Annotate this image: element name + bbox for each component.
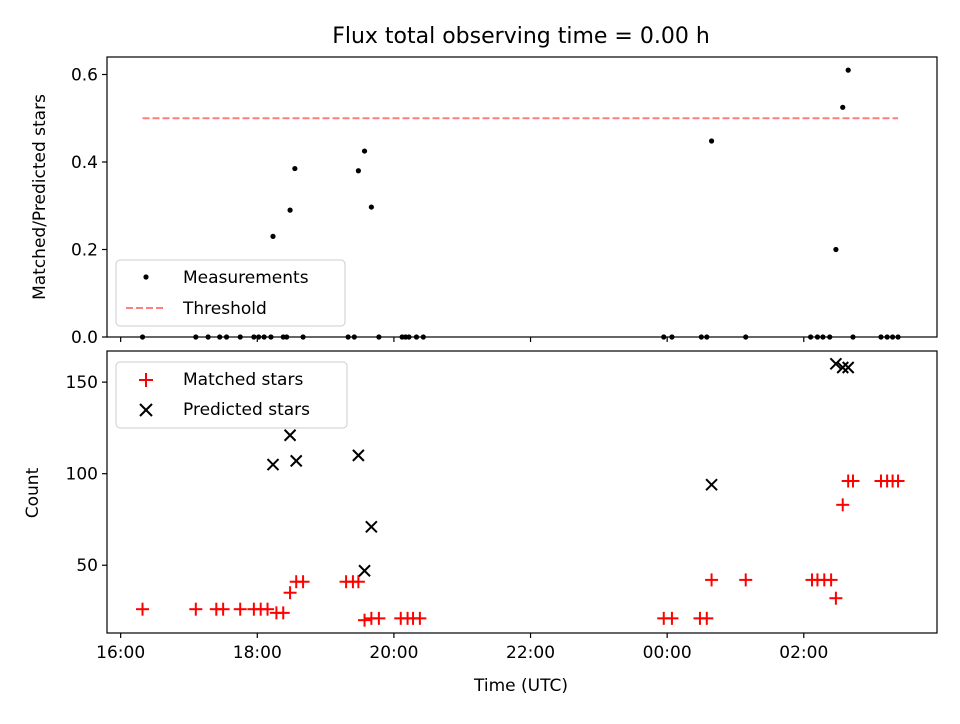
matched-star-point-18 [372, 611, 386, 625]
measurement-point-14 [292, 165, 298, 172]
matched-star-point-28 [739, 573, 753, 587]
bottom-panel: Count Time (UTC) 50 100 150 16:00 18:00 20:0… [23, 350, 938, 696]
matched-star-point-36 [846, 474, 860, 488]
legend-measurements-label: Measurements [183, 268, 309, 288]
predicted-star-point-6-b [705, 478, 718, 491]
y-tick-label: 150 [66, 373, 98, 393]
legend-threshold-label: Threshold [182, 299, 267, 319]
x-axis-label: Time (UTC) [473, 676, 568, 696]
predicted-star-point-7-b [829, 357, 843, 371]
matched-star-point-1 [189, 602, 203, 616]
y-axis-label-top: Matched/Predicted stars [30, 94, 50, 300]
measurement-point-13 [287, 207, 293, 213]
matched-star-point-27 [705, 573, 719, 587]
legend-matched-label: Matched stars [183, 370, 303, 390]
legend-top-box [115, 259, 346, 327]
matched-star-point-0 [136, 602, 150, 616]
x-tick-label: 18:00 [233, 643, 282, 663]
bottom-x-ticks: 16:00 18:00 20:00 22:00 00:00 02:00 [96, 633, 828, 663]
matched-star-point-40 [891, 474, 905, 488]
bottom-panel-marks [136, 357, 905, 627]
predicted-star-point-5 [365, 520, 378, 533]
matched-star-point-32 [824, 573, 838, 587]
top-x-ticks [120, 337, 805, 342]
predicted-star-point-4 [358, 564, 371, 577]
matched-star-point-4 [233, 602, 247, 616]
matched-star-point-24 [665, 611, 679, 625]
legend-bottom-box [115, 361, 348, 429]
predicted-star-point-5-b [365, 520, 378, 533]
measurement-point-31 [708, 138, 715, 144]
top-y-ticks: 0.0 0.2 0.4 0.6 [71, 66, 107, 348]
predicted-star-point-3-b [352, 449, 365, 462]
legend-matched-marker [139, 373, 153, 387]
matched-star-point-9 [276, 606, 290, 620]
y-tick-label: 0.2 [71, 241, 98, 261]
predicted-star-point-6 [705, 478, 718, 491]
measurement-point-39 [845, 67, 851, 73]
matched-star-point-26 [700, 611, 714, 625]
matched-star-point-34 [836, 498, 850, 512]
y-tick-label: 100 [66, 465, 98, 485]
measurement-point-20 [368, 204, 374, 210]
matched-star-point-22 [413, 611, 427, 625]
matched-star-point-15 [351, 575, 365, 589]
predicted-star-point-1 [283, 429, 297, 442]
x-tick-label: 20:00 [369, 643, 418, 663]
y-axis-label-bottom: Count [23, 467, 43, 518]
matched-star-point-12 [296, 575, 310, 589]
predicted-star-point-9-b [841, 361, 855, 374]
legend-predicted-label: Predicted stars [183, 400, 310, 420]
matched-star-point-33 [829, 591, 843, 605]
predicted-star-point-1-b [283, 429, 297, 442]
x-tick-label: 16:00 [96, 643, 145, 663]
matched-star-point-3 [216, 602, 230, 616]
predicted-star-point-7 [829, 357, 843, 371]
legend-predicted-marker [139, 403, 153, 417]
bottom-y-ticks: 50 100 150 [66, 373, 107, 576]
measurement-point-38 [840, 104, 846, 110]
predicted-star-point-0-b [266, 458, 280, 471]
top-panel: Flux total observing time = 0.00 h Match… [30, 24, 938, 348]
top-plot-frame [106, 56, 938, 338]
top-panel-marks [139, 67, 901, 340]
predicted-star-point-3 [352, 449, 365, 462]
predicted-star-point-2 [290, 454, 303, 468]
chart-title: Flux total observing time = 0.00 h [332, 24, 710, 49]
legend-top: Measurements Threshold [115, 259, 346, 327]
measurement-point-18 [355, 168, 361, 174]
predicted-star-point-9 [841, 361, 855, 374]
predicted-star-point-8 [836, 361, 849, 374]
predicted-star-point-2-b [290, 454, 303, 468]
matched-star-point-10 [283, 586, 297, 600]
x-tick-label: 22:00 [506, 643, 555, 663]
measurement-point-19 [361, 148, 368, 154]
x-tick-label: 02:00 [779, 643, 828, 663]
legend-bottom: Matched stars Predicted stars [115, 361, 348, 429]
predicted-star-point-4-b [358, 564, 371, 577]
measurement-point-37 [833, 246, 839, 253]
y-tick-label: 0.0 [71, 328, 98, 348]
predicted-star-point-0 [266, 458, 280, 471]
legend-measurements-marker [143, 274, 149, 280]
matched-star-point-16 [358, 613, 372, 627]
y-tick-label: 0.6 [71, 66, 98, 86]
matched-star-point-7 [261, 602, 275, 616]
y-tick-label: 0.4 [71, 153, 98, 173]
measurement-point-10 [270, 233, 276, 239]
y-tick-label: 50 [76, 556, 98, 576]
bottom-plot-frame [106, 350, 938, 634]
predicted-star-point-8-b [836, 361, 849, 374]
x-tick-label: 00:00 [643, 643, 692, 663]
